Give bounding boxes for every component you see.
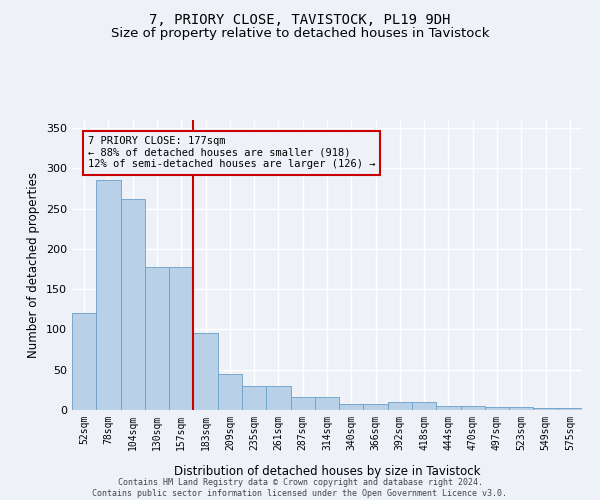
Bar bbox=[169, 266, 193, 410]
Bar bbox=[364, 404, 388, 410]
Bar bbox=[388, 402, 412, 410]
Bar bbox=[218, 374, 242, 410]
Text: Size of property relative to detached houses in Tavistock: Size of property relative to detached ho… bbox=[111, 28, 489, 40]
Bar bbox=[72, 314, 96, 410]
Y-axis label: Number of detached properties: Number of detached properties bbox=[28, 172, 40, 358]
Bar bbox=[412, 402, 436, 410]
Bar bbox=[96, 180, 121, 410]
Bar bbox=[266, 386, 290, 410]
Bar bbox=[558, 408, 582, 410]
Bar bbox=[193, 332, 218, 410]
Bar bbox=[485, 407, 509, 410]
Bar bbox=[290, 397, 315, 410]
Text: 7, PRIORY CLOSE, TAVISTOCK, PL19 9DH: 7, PRIORY CLOSE, TAVISTOCK, PL19 9DH bbox=[149, 12, 451, 26]
Bar bbox=[436, 406, 461, 410]
Bar bbox=[315, 397, 339, 410]
Bar bbox=[461, 406, 485, 410]
Bar bbox=[339, 404, 364, 410]
Text: Distribution of detached houses by size in Tavistock: Distribution of detached houses by size … bbox=[174, 464, 480, 477]
Bar bbox=[121, 199, 145, 410]
Bar bbox=[242, 386, 266, 410]
Bar bbox=[533, 408, 558, 410]
Text: Contains HM Land Registry data © Crown copyright and database right 2024.
Contai: Contains HM Land Registry data © Crown c… bbox=[92, 478, 508, 498]
Bar bbox=[509, 407, 533, 410]
Text: 7 PRIORY CLOSE: 177sqm
← 88% of detached houses are smaller (918)
12% of semi-de: 7 PRIORY CLOSE: 177sqm ← 88% of detached… bbox=[88, 136, 375, 170]
Bar bbox=[145, 266, 169, 410]
